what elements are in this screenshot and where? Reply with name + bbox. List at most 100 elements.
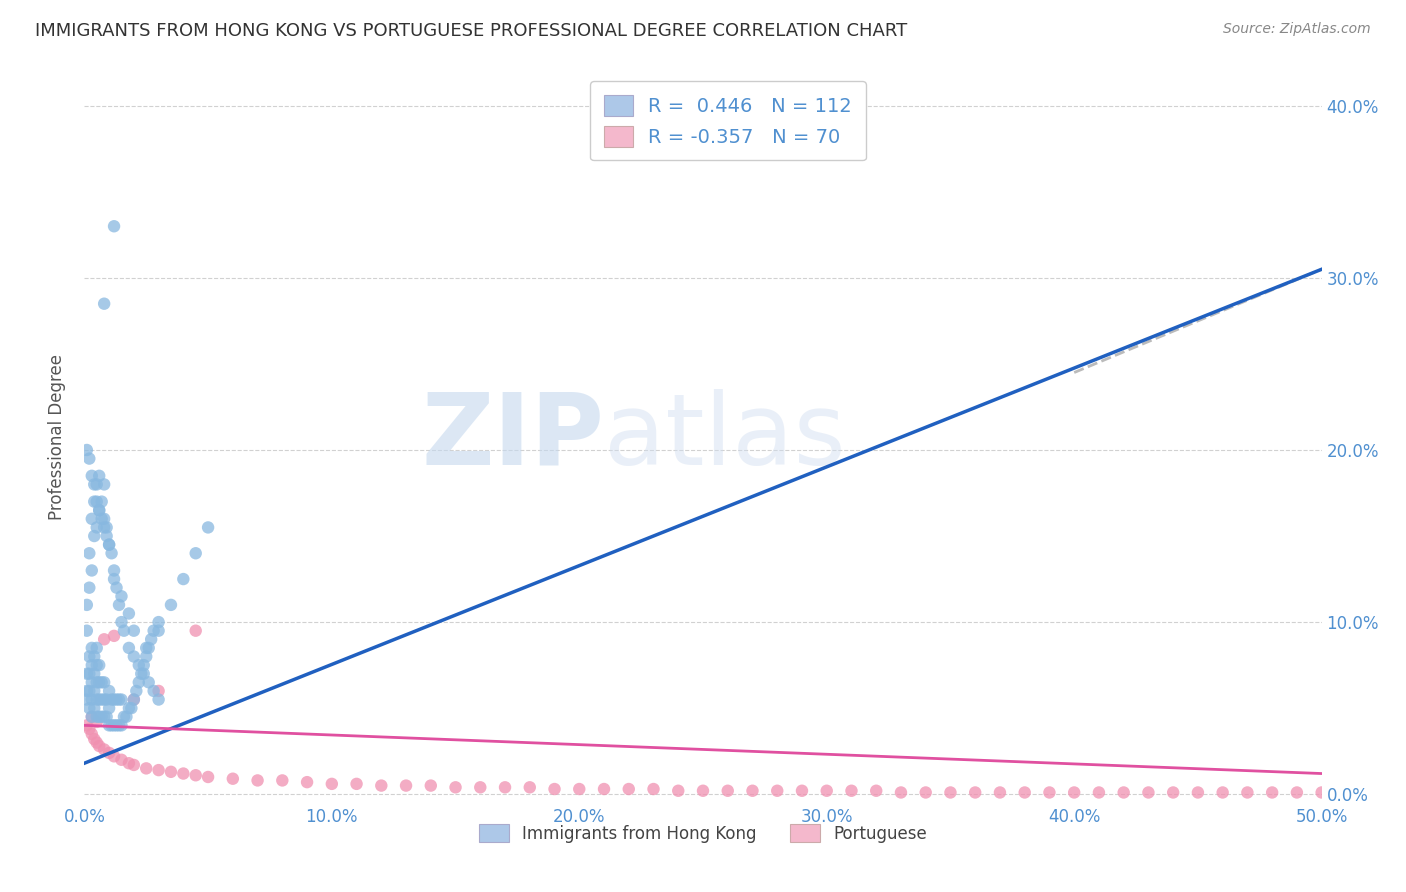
Point — [184, 768, 207, 782]
Point — [1112, 785, 1135, 799]
Point — [197, 520, 219, 534]
Point — [122, 624, 145, 638]
Point — [321, 777, 343, 791]
Point — [103, 692, 125, 706]
Point — [148, 684, 170, 698]
Point — [80, 468, 103, 483]
Point — [841, 783, 863, 797]
Point — [76, 684, 98, 698]
Point — [132, 666, 155, 681]
Point — [160, 764, 183, 779]
Y-axis label: Professional Degree: Professional Degree — [48, 354, 66, 520]
Point — [444, 780, 467, 795]
Point — [692, 783, 714, 797]
Point — [76, 666, 98, 681]
Point — [98, 718, 121, 732]
Point — [100, 692, 122, 706]
Point — [80, 564, 103, 578]
Point — [86, 692, 108, 706]
Point — [86, 710, 108, 724]
Point — [1187, 785, 1209, 799]
Point — [89, 468, 111, 483]
Point — [80, 692, 103, 706]
Point — [568, 782, 591, 797]
Point — [129, 666, 152, 681]
Point — [617, 782, 640, 797]
Point — [122, 692, 145, 706]
Point — [105, 581, 128, 595]
Point — [79, 701, 101, 715]
Point — [160, 598, 183, 612]
Point — [79, 649, 101, 664]
Point — [142, 684, 165, 698]
Point — [120, 701, 142, 715]
Legend: Immigrants from Hong Kong, Portuguese: Immigrants from Hong Kong, Portuguese — [472, 818, 934, 849]
Point — [98, 701, 121, 715]
Point — [90, 710, 112, 724]
Point — [914, 785, 936, 799]
Point — [89, 692, 111, 706]
Point — [79, 451, 101, 466]
Point — [494, 780, 516, 795]
Point — [125, 684, 148, 698]
Point — [80, 512, 103, 526]
Point — [766, 783, 789, 797]
Point — [148, 624, 170, 638]
Point — [115, 710, 138, 724]
Point — [93, 710, 115, 724]
Point — [110, 753, 132, 767]
Point — [132, 658, 155, 673]
Point — [83, 477, 105, 491]
Point — [103, 219, 125, 234]
Point — [128, 658, 150, 673]
Point — [93, 512, 115, 526]
Point — [1014, 785, 1036, 799]
Point — [295, 775, 318, 789]
Point — [271, 773, 294, 788]
Point — [110, 692, 132, 706]
Point — [112, 624, 135, 638]
Point — [86, 675, 108, 690]
Point — [112, 710, 135, 724]
Point — [86, 520, 108, 534]
Point — [118, 607, 141, 621]
Point — [96, 710, 118, 724]
Text: IMMIGRANTS FROM HONG KONG VS PORTUGUESE PROFESSIONAL DEGREE CORRELATION CHART: IMMIGRANTS FROM HONG KONG VS PORTUGUESE … — [35, 22, 907, 40]
Point — [965, 785, 987, 799]
Point — [79, 546, 101, 560]
Point — [79, 581, 101, 595]
Point — [80, 675, 103, 690]
Point — [135, 640, 157, 655]
Point — [86, 735, 108, 749]
Point — [1038, 785, 1060, 799]
Point — [93, 742, 115, 756]
Point — [110, 615, 132, 629]
Point — [108, 718, 131, 732]
Point — [741, 783, 763, 797]
Point — [76, 718, 98, 732]
Point — [86, 477, 108, 491]
Point — [76, 598, 98, 612]
Point — [103, 629, 125, 643]
Point — [79, 722, 101, 736]
Point — [90, 692, 112, 706]
Point — [141, 632, 163, 647]
Point — [103, 749, 125, 764]
Point — [93, 520, 115, 534]
Point — [108, 692, 131, 706]
Point — [83, 732, 105, 747]
Point — [90, 512, 112, 526]
Text: Source: ZipAtlas.com: Source: ZipAtlas.com — [1223, 22, 1371, 37]
Point — [93, 632, 115, 647]
Point — [90, 494, 112, 508]
Point — [128, 675, 150, 690]
Point — [98, 538, 121, 552]
Point — [1285, 785, 1308, 799]
Point — [346, 777, 368, 791]
Point — [118, 701, 141, 715]
Point — [80, 727, 103, 741]
Point — [184, 624, 207, 638]
Point — [593, 782, 616, 797]
Point — [246, 773, 269, 788]
Point — [90, 675, 112, 690]
